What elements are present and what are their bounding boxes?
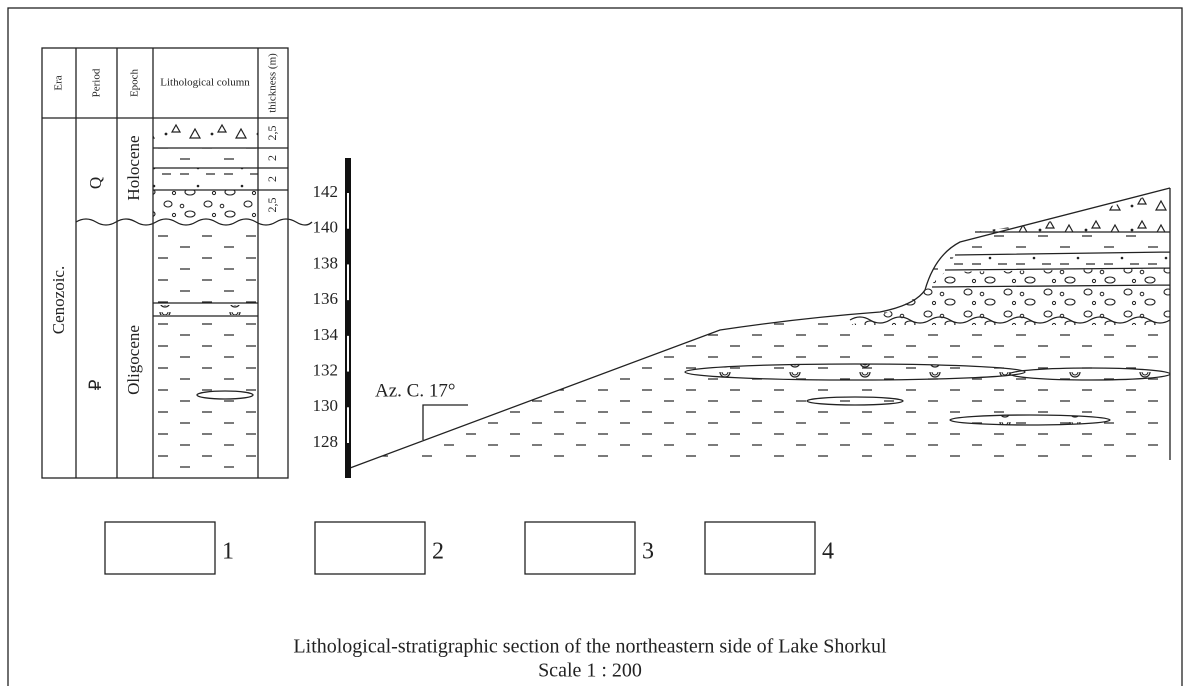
elevation-segment: [347, 335, 349, 372]
legend-box: [524, 521, 636, 575]
elevation-label: 134: [313, 325, 339, 344]
layer-4: [850, 268, 1170, 325]
elevation-segment: [347, 193, 349, 229]
unconformity: [75, 218, 313, 226]
layer-6: [153, 318, 258, 476]
legend-label: 4: [822, 539, 834, 565]
epoch: Holocene: [124, 135, 143, 200]
elevation-label: 130: [313, 396, 339, 415]
layer-1: [975, 190, 1170, 232]
layer-5: [153, 226, 258, 303]
legend-label: 2: [432, 539, 444, 565]
section-lines: [349, 187, 1171, 469]
stratigraphic-column: Era Period Epoch Lithological column thi…: [41, 47, 313, 479]
lens: [806, 396, 904, 406]
column-border: [41, 47, 289, 479]
thickness: 2,5: [265, 126, 279, 141]
legend-box: [104, 521, 216, 575]
legend: 1 2 3 4: [104, 521, 834, 575]
elevation-segment: [347, 407, 349, 443]
scale: Scale 1 : 200: [538, 660, 642, 682]
layer-3: [945, 255, 1170, 270]
column-lines: [42, 48, 288, 478]
header: thickness (m): [267, 53, 279, 113]
period: ₽: [86, 379, 105, 390]
legend-box: [314, 521, 426, 575]
header: Lithological column: [160, 77, 250, 89]
legend-label: 3: [642, 539, 654, 565]
thickness: 2: [265, 176, 279, 182]
shell-layer: [153, 305, 258, 315]
frame: [7, 7, 1183, 686]
lens-fill: [1010, 368, 1170, 380]
caption: Lithological-stratigraphic section of th…: [293, 636, 887, 658]
header: Epoch: [129, 68, 141, 97]
lens-fill: [950, 415, 1110, 425]
unconformity: [849, 316, 1171, 324]
cross-section: Az. C. 17°: [345, 158, 1171, 478]
elevation-label: 138: [313, 253, 339, 272]
elevation-label: 136: [313, 289, 339, 308]
lens-fill: [685, 364, 1025, 380]
header: Era: [53, 75, 65, 90]
layer-1: [153, 118, 258, 148]
azimuth: Az. C. 17°: [375, 380, 455, 401]
epoch: Oligocene: [124, 325, 143, 395]
layer-2: [153, 148, 258, 168]
azimuth-marker: [422, 404, 468, 440]
thickness: 2,5: [265, 198, 279, 213]
layer-4: [153, 190, 258, 220]
elevation-label: 128: [313, 432, 339, 451]
elevation-label: 140: [313, 218, 339, 237]
period: Q: [86, 177, 105, 189]
elevation-label: 132: [313, 360, 339, 379]
era: Cenozoic.: [49, 266, 68, 334]
elevation-segment: [347, 264, 349, 301]
thickness: 2: [265, 155, 279, 161]
legend-label: 1: [222, 539, 234, 565]
header: Period: [91, 68, 103, 97]
lens: [196, 390, 254, 400]
legend-box: [704, 521, 816, 575]
elevation-label: 142: [313, 182, 339, 201]
elevation-bar: [345, 158, 351, 478]
layer-3: [153, 168, 258, 190]
